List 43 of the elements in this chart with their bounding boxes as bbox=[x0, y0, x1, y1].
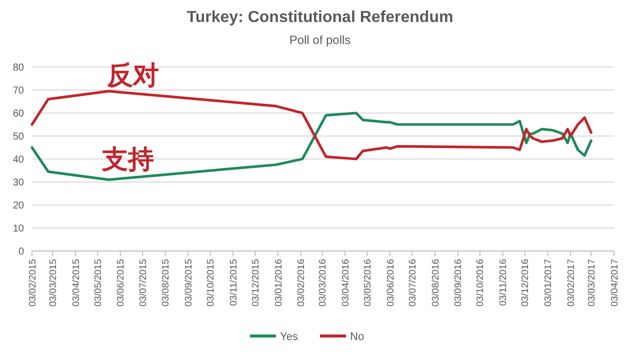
x-tick-label: 03/06/2016 bbox=[385, 259, 396, 307]
x-tick-label: 03/05/2015 bbox=[92, 259, 104, 307]
x-tick-label: 03/02/2015 bbox=[27, 259, 38, 307]
annotation: 支持 bbox=[101, 145, 154, 176]
x-tick-label: 03/01/2016 bbox=[273, 259, 284, 307]
x-tick-label: 03/11/2015 bbox=[228, 259, 240, 306]
y-tick-label: 40 bbox=[12, 154, 24, 166]
y-tick-label: 60 bbox=[12, 108, 24, 120]
x-tick-label: 03/09/2016 bbox=[453, 259, 464, 307]
legend-label: No bbox=[350, 330, 364, 343]
x-tick-label: 03/05/2016 bbox=[362, 259, 374, 307]
x-tick-label: 03/02/2016 bbox=[296, 259, 308, 307]
x-tick-label: 03/07/2016 bbox=[407, 259, 418, 307]
annotation: 反对 bbox=[106, 61, 159, 92]
legend-label: Yes bbox=[280, 330, 298, 343]
x-tick-label: 03/04/2015 bbox=[70, 259, 82, 307]
x-tick-label: 03/09/2015 bbox=[184, 259, 195, 307]
chart-subtitle: Poll of polls bbox=[289, 33, 351, 47]
x-tick-label: 03/07/2015 bbox=[138, 259, 149, 307]
x-tick-label: 03/06/2015 bbox=[116, 259, 127, 307]
x-tick-label: 03/02/2017 bbox=[566, 259, 577, 307]
x-tick-label: 03/08/2015 bbox=[160, 259, 172, 307]
x-tick-label: 03/08/2016 bbox=[430, 259, 442, 307]
x-tick-label: 03/04/2017 bbox=[609, 259, 620, 307]
y-tick-label: 20 bbox=[12, 200, 24, 212]
x-tick-label: 03/04/2016 bbox=[340, 259, 352, 307]
y-tick-label: 0 bbox=[18, 246, 24, 258]
y-tick-label: 30 bbox=[12, 178, 24, 188]
chart-title: Turkey: Constitutional Referendum bbox=[186, 9, 454, 26]
x-tick-label: 03/12/2015 bbox=[250, 259, 262, 307]
y-tick-label: 10 bbox=[12, 224, 24, 234]
line-series bbox=[30, 112, 592, 181]
x-tick-label: 03/10/2016 bbox=[475, 259, 486, 307]
y-tick-label: 70 bbox=[12, 86, 24, 96]
x-tick-label: 03/12/2016 bbox=[520, 259, 532, 307]
y-tick-label: 80 bbox=[12, 62, 24, 74]
x-tick-label: 03/10/2015 bbox=[206, 259, 217, 307]
x-tick-label: 03/03/2015 bbox=[48, 259, 59, 307]
x-tick-label: 03/03/2016 bbox=[318, 259, 329, 307]
x-tick-label: 03/03/2017 bbox=[586, 259, 598, 307]
y-tick-label: 50 bbox=[12, 132, 24, 142]
x-tick-label: 03/01/2017 bbox=[543, 259, 554, 307]
x-tick-label: 03/11/2016 bbox=[498, 259, 510, 306]
